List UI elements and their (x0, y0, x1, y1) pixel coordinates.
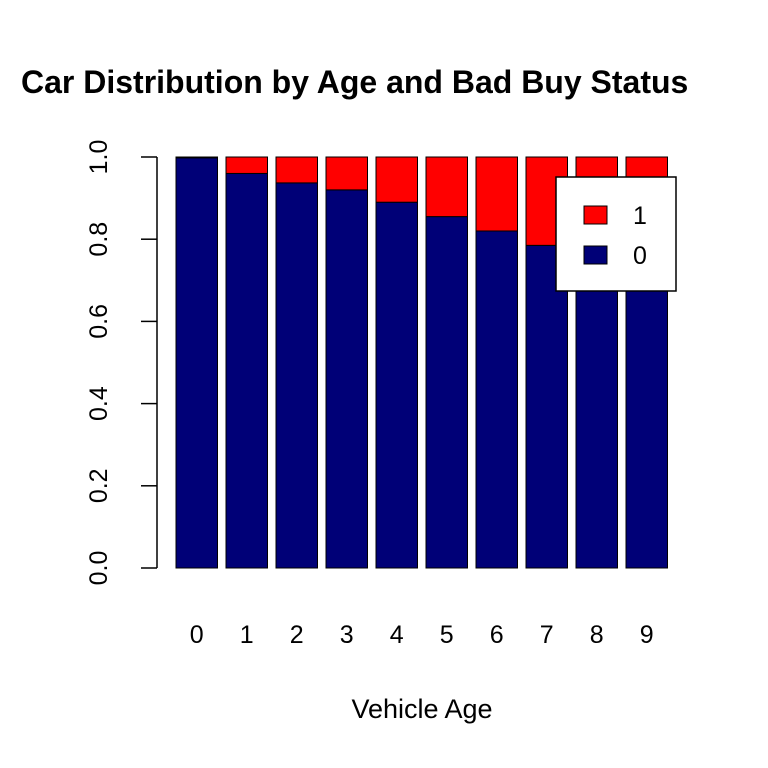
x-tick-label: 9 (640, 621, 654, 649)
bar-age-9-status-0 (625, 255, 668, 569)
x-axis-ticks: 0 1 2 3 4 5 6 7 8 9 (190, 621, 654, 649)
y-tick-label: 0.2 (85, 468, 113, 503)
y-tick-label: 1.0 (85, 140, 113, 175)
bar-age-8-status-0 (575, 251, 618, 569)
bar-age-1-status-1 (225, 156, 268, 174)
bar-age-1-status-0 (225, 172, 268, 569)
x-tick-label: 3 (340, 621, 354, 649)
y-tick-label: 0.0 (85, 551, 113, 586)
y-tick-label: 0.6 (85, 304, 113, 339)
bar-age-5-status-1 (425, 156, 468, 218)
bar-age-2-status-1 (275, 156, 318, 184)
x-tick-label: 2 (290, 621, 304, 649)
x-tick-label: 6 (490, 621, 504, 649)
x-tick-label: 0 (190, 621, 204, 649)
bar-age-3-status-1 (325, 156, 368, 191)
bar-age-2-status-0 (275, 182, 318, 569)
x-tick-label: 7 (540, 621, 554, 649)
bar-age-4-status-0 (375, 201, 418, 569)
x-tick-label: 5 (440, 621, 454, 649)
x-axis-label: Vehicle Age (351, 694, 492, 724)
x-tick-label: 1 (240, 621, 254, 649)
legend: 10 (555, 176, 677, 292)
legend-swatch (583, 245, 608, 265)
legend-label: 1 (633, 202, 647, 230)
legend-swatch (583, 205, 608, 225)
bar-age-0-status-1 (175, 156, 218, 159)
bar-age-6-status-1 (475, 156, 518, 232)
bar-age-4-status-1 (375, 156, 418, 203)
y-axis: 0.0 0.2 0.4 0.6 0.8 1.0 (85, 140, 158, 586)
x-tick-label: 4 (390, 621, 404, 649)
y-tick-label: 0.8 (85, 222, 113, 257)
chart-title: Car Distribution by Age and Bad Buy Stat… (21, 64, 688, 100)
y-tick-label: 0.4 (85, 386, 113, 421)
x-tick-label: 8 (590, 621, 604, 649)
bar-age-6-status-0 (475, 230, 518, 569)
legend-label: 0 (633, 242, 647, 270)
bar-age-5-status-0 (425, 216, 468, 569)
bar-age-7-status-0 (525, 244, 568, 569)
legend-box (555, 176, 677, 292)
bar-age-0-status-0 (175, 157, 218, 569)
bar-series-group (175, 156, 668, 569)
bar-age-3-status-0 (325, 189, 368, 569)
